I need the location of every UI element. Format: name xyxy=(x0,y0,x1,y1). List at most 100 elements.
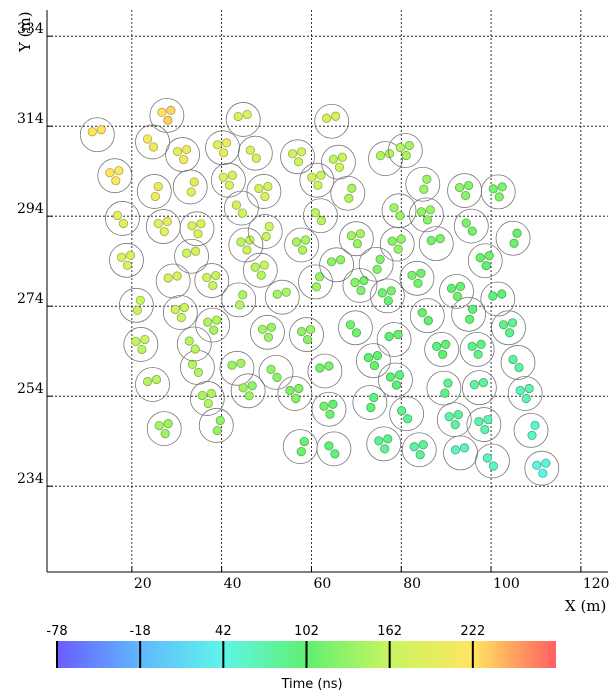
detector-dot xyxy=(541,458,551,468)
detector-dot xyxy=(260,191,270,202)
detector-dot xyxy=(468,304,478,314)
station-ring xyxy=(352,385,388,420)
detector-dot xyxy=(264,221,274,232)
detector-dot xyxy=(469,380,479,390)
station-ring xyxy=(330,175,366,211)
station-94 xyxy=(507,376,543,411)
detector-dot xyxy=(87,127,97,137)
detector-dot xyxy=(484,251,494,261)
detector-dot xyxy=(238,383,248,393)
detector-dot xyxy=(315,363,325,373)
detector-dot xyxy=(497,289,507,299)
station-ring xyxy=(258,354,294,390)
detector-dot xyxy=(440,388,450,398)
detector-dot xyxy=(393,244,403,254)
station-ring xyxy=(376,322,412,357)
detector-dot xyxy=(417,308,427,318)
station-10 xyxy=(149,98,185,133)
detector-dot xyxy=(508,354,518,365)
station-62 xyxy=(387,133,423,168)
detector-dot xyxy=(212,315,222,325)
station-ring xyxy=(507,376,543,411)
detector-dot xyxy=(478,378,488,388)
station-56 xyxy=(342,268,378,303)
detector-dot xyxy=(193,367,204,377)
detector-dot xyxy=(395,142,405,153)
station-57 xyxy=(338,310,373,346)
station-81 xyxy=(453,208,489,244)
station-50 xyxy=(311,391,347,427)
detector-dot xyxy=(263,332,274,342)
detector-dot xyxy=(396,234,406,244)
detector-dot xyxy=(212,140,223,150)
colorbar-tick-label: 162 xyxy=(377,624,402,639)
detector-dot xyxy=(460,190,471,201)
station-ring xyxy=(79,117,115,153)
station-61 xyxy=(368,141,403,177)
station-ring xyxy=(513,412,549,448)
detector-dot xyxy=(480,424,490,435)
detector-dot xyxy=(187,359,198,369)
detector-dot xyxy=(374,436,384,446)
station-90 xyxy=(467,243,503,279)
detector-dot xyxy=(162,216,172,227)
detector-dot xyxy=(221,138,232,148)
station-ring xyxy=(242,252,278,288)
station-14 xyxy=(162,295,198,330)
station-ring xyxy=(247,214,283,249)
station-25 xyxy=(225,102,261,137)
detector-dot xyxy=(395,211,405,221)
colorbar-tick-label: -18 xyxy=(130,624,151,639)
detector-dot xyxy=(131,336,141,347)
detector-dot xyxy=(397,406,407,416)
y-tick-label: 274 xyxy=(17,291,44,307)
detector-dot xyxy=(509,238,519,248)
detector-dot xyxy=(184,336,194,346)
detector-dot xyxy=(251,153,261,163)
station-ring xyxy=(284,227,319,263)
station-ring xyxy=(475,443,510,479)
detector-dot xyxy=(407,270,417,280)
detector-dot xyxy=(96,125,106,135)
station-59 xyxy=(352,385,388,420)
detector-dot xyxy=(386,286,396,296)
detector-dot xyxy=(244,391,254,401)
detector-dot xyxy=(254,183,264,194)
detector-dot xyxy=(166,105,176,116)
detector-dot xyxy=(261,231,271,242)
detector-dot xyxy=(137,344,147,355)
detector-dot xyxy=(310,208,321,218)
station-82 xyxy=(439,273,474,309)
detector-dot xyxy=(369,361,380,371)
station-46 xyxy=(284,227,319,263)
detector-dot xyxy=(515,385,525,396)
detector-dot xyxy=(413,278,423,288)
detector-dot xyxy=(401,150,411,161)
station-ring xyxy=(165,137,200,172)
y-axis-ticks: 234 254 274 294 314 334 xyxy=(17,21,53,487)
station-ring xyxy=(466,407,502,442)
station-ring xyxy=(338,221,374,257)
detector-dot xyxy=(266,322,277,332)
detector-dot xyxy=(172,146,183,157)
station-ring xyxy=(176,326,212,362)
station-67 xyxy=(376,322,412,357)
detector-dot xyxy=(467,341,477,351)
detector-dot xyxy=(330,449,340,459)
detector-dot xyxy=(114,166,124,176)
detector-dot xyxy=(302,334,313,345)
detector-dot xyxy=(512,228,522,238)
detector-dot xyxy=(463,180,474,191)
station-ring xyxy=(358,246,394,282)
station-ring xyxy=(221,282,257,318)
detector-dot xyxy=(488,184,498,194)
station-ring xyxy=(453,208,489,244)
x-axis-title: X (m) xyxy=(565,597,606,615)
colorbar: -78 -18 42 102 162 222 Time (ns) xyxy=(46,624,556,692)
detector-dot xyxy=(233,111,243,122)
y-tick-label: 314 xyxy=(17,111,44,127)
detector-dot xyxy=(452,291,463,301)
detector-dot xyxy=(337,152,348,162)
detector-dot xyxy=(322,113,332,123)
station-66 xyxy=(369,278,405,314)
